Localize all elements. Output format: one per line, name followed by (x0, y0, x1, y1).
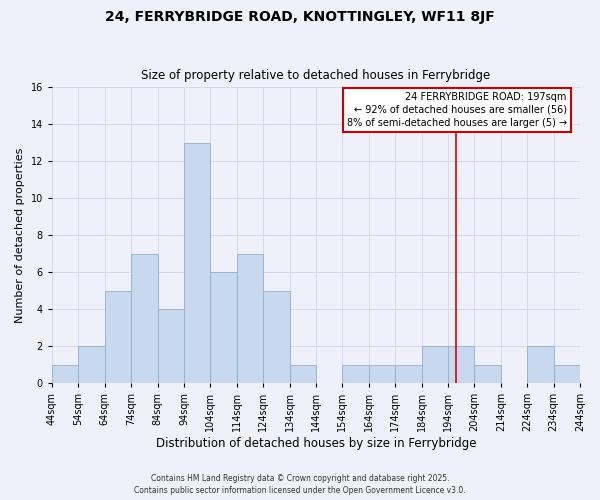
Bar (131, 254, 158, 383)
Bar (422, 346, 448, 383)
X-axis label: Distribution of detached houses by size in Ferrybridge: Distribution of detached houses by size … (156, 437, 476, 450)
Bar (448, 346, 475, 383)
Bar (290, 364, 316, 383)
Bar (184, 143, 211, 383)
Bar (237, 254, 263, 383)
Bar (527, 346, 554, 383)
Text: 24 FERRYBRIDGE ROAD: 197sqm
← 92% of detached houses are smaller (56)
8% of semi: 24 FERRYBRIDGE ROAD: 197sqm ← 92% of det… (347, 92, 567, 128)
Bar (211, 272, 237, 383)
Text: 24, FERRYBRIDGE ROAD, KNOTTINGLEY, WF11 8JF: 24, FERRYBRIDGE ROAD, KNOTTINGLEY, WF11 … (105, 10, 495, 24)
Bar (554, 364, 580, 383)
Bar (158, 309, 184, 383)
Bar (369, 364, 395, 383)
Bar (475, 364, 501, 383)
Title: Size of property relative to detached houses in Ferrybridge: Size of property relative to detached ho… (142, 69, 491, 82)
Bar (105, 290, 131, 383)
Bar (395, 364, 422, 383)
Y-axis label: Number of detached properties: Number of detached properties (15, 148, 25, 323)
Bar (52, 364, 79, 383)
Bar (343, 364, 369, 383)
Text: Contains HM Land Registry data © Crown copyright and database right 2025.
Contai: Contains HM Land Registry data © Crown c… (134, 474, 466, 495)
Bar (79, 346, 105, 383)
Bar (263, 290, 290, 383)
